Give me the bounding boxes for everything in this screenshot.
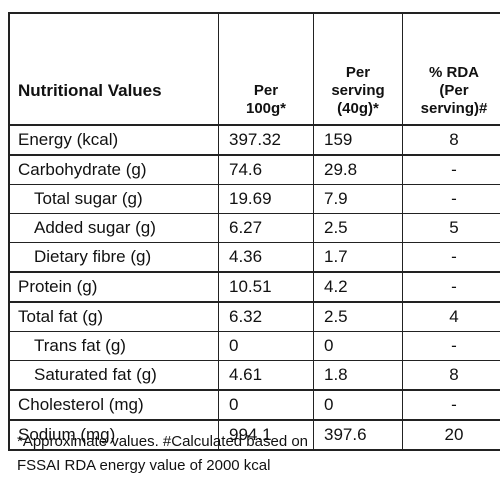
table-cell: -: [402, 184, 500, 214]
header-text: serving: [331, 82, 385, 99]
table-row: Added sugar (g) 6.27 2.5 5: [8, 213, 500, 243]
header-text: % RDA: [428, 64, 479, 81]
table-cell: -: [402, 154, 500, 185]
table-cell: Added sugar (g): [8, 213, 219, 243]
table-cell: Dietary fibre (g): [8, 242, 219, 272]
table-cell: 4.36: [218, 242, 314, 272]
table-cell: 4.61: [218, 360, 314, 390]
table-cell: Total sugar (g): [8, 184, 219, 214]
table-cell: Energy (kcal): [8, 124, 219, 155]
table-cell: -: [402, 242, 500, 272]
table-cell: 7.9: [313, 184, 403, 214]
table-cell: Cholesterol (mg): [8, 389, 219, 420]
table-cell: Saturated fat (g): [8, 360, 219, 390]
table-cell: 1.8: [313, 360, 403, 390]
header-text: Per: [253, 82, 279, 99]
table-cell: 0: [313, 389, 403, 420]
header-text: Per: [345, 64, 371, 81]
header-text: Nutritional Values: [18, 81, 162, 100]
table-row: Trans fat (g) 0 0-: [8, 331, 500, 361]
table-row: Sodium (mg) 994.1 397.6 20: [8, 419, 500, 450]
table-cell: Trans fat (g): [8, 331, 219, 361]
table-cell: 397.32: [218, 124, 314, 155]
nutrition-table-wrap: Nutritional Values Per 100g* Per serving (40g…: [8, 12, 500, 451]
table-cell: 994.1: [218, 419, 314, 450]
table-cell: 19.69: [218, 184, 314, 214]
table-cell: 74.6: [218, 154, 314, 185]
table-cell: 4.2: [313, 271, 403, 302]
table-row: Carbohydrate (g) 74.6 29.8-: [8, 154, 500, 185]
table-cell: 0: [218, 389, 314, 420]
table-cell: 0: [218, 331, 314, 361]
table-cell: 2.5: [313, 301, 403, 332]
header-text: 100g*: [245, 100, 287, 117]
table-cell: Carbohydrate (g): [8, 154, 219, 185]
table-cell: 6.27: [218, 213, 314, 243]
table-cell: 0: [313, 331, 403, 361]
header-row: Nutritional Values Per 100g* Per serving (40g…: [8, 13, 500, 126]
table-cell: 159: [313, 124, 403, 155]
table-cell: 10.51: [218, 271, 314, 302]
table-cell: 5: [402, 213, 500, 243]
header-text: (Per: [439, 82, 469, 99]
footnote-line: *Approximate values. #Calculated based o…: [17, 433, 309, 450]
table-row: Dietary fibre (g) 4.36 1.7-: [8, 242, 500, 272]
table-cell: Total fat (g): [8, 301, 219, 332]
table-cell: 6.32: [218, 301, 314, 332]
nutrition-table: Nutritional Values Per 100g* Per serving (40g…: [8, 12, 500, 451]
table-cell: 1.7: [313, 242, 403, 272]
table-row: Total sugar (g) 19.69 7.9-: [8, 184, 500, 214]
table-cell: 397.6: [313, 419, 403, 450]
header-text: (40g)*: [337, 100, 379, 117]
header-cell: Per 100g*: [218, 13, 314, 126]
table-cell: Protein (g): [8, 271, 219, 302]
table-cell: -: [402, 271, 500, 302]
table-cell: 2.5: [313, 213, 403, 243]
header-cell: Per serving (40g)*: [313, 13, 403, 126]
header-cell: Nutritional Values: [8, 13, 219, 126]
table-row: Energy (kcal) 397.32 159 8: [8, 124, 500, 155]
header-cell: % RDA (Per serving)#: [402, 13, 500, 126]
table-row: Saturated fat (g) 4.61 1.8 8: [8, 360, 500, 390]
table-cell: 8: [402, 360, 500, 390]
table-cell: 20: [402, 419, 500, 450]
table-cell: Sodium (mg): [8, 419, 219, 450]
footnote: *Approximate values. #Calculated based o…: [17, 430, 308, 478]
header-text: serving)#: [420, 100, 488, 117]
table-cell: 8: [402, 124, 500, 155]
table-cell: 29.8: [313, 154, 403, 185]
table-row: Protein (g) 10.51 4.2-: [8, 271, 500, 302]
table-row: Cholesterol (mg) 0 0-: [8, 389, 500, 420]
table-cell: -: [402, 389, 500, 420]
table-cell: 4: [402, 301, 500, 332]
footnote-line: FSSAI RDA energy value of 2000 kcal: [17, 457, 271, 474]
table-cell: -: [402, 331, 500, 361]
table-row: Total fat (g) 6.32 2.5 4: [8, 301, 500, 332]
